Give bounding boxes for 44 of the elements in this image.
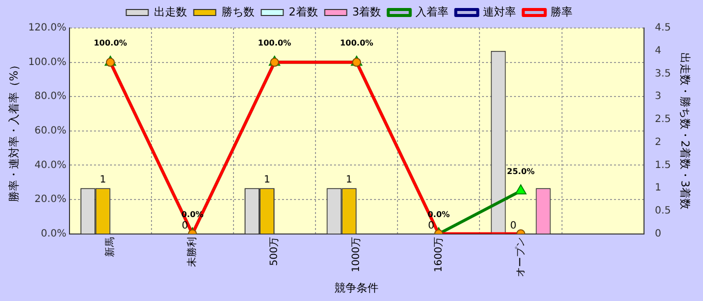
point xyxy=(515,184,526,194)
x-axis-title: 競争条件 xyxy=(334,281,379,294)
x-tick-label: 1600万 xyxy=(433,236,444,272)
x-tick-label: 新馬 xyxy=(104,236,116,257)
y2-tick-label: 2.5 xyxy=(654,114,671,126)
y-tick-label: 120.0% xyxy=(28,22,66,34)
y-tick-label: 80.0% xyxy=(34,91,66,102)
y2-tick-label: 1 xyxy=(654,182,662,194)
x-tick-label: 1000万 xyxy=(351,236,362,272)
data-label: 1 xyxy=(264,174,270,186)
legend-label: 連対率 xyxy=(483,5,516,18)
data-label: 1 xyxy=(100,174,106,186)
data-label: 1 xyxy=(346,174,352,186)
data-label: 100.0% xyxy=(94,38,128,48)
x-tick-label: オープン xyxy=(514,236,526,277)
y2-tick-label: 4 xyxy=(654,45,662,56)
y2-tick-label: 0 xyxy=(654,228,662,240)
legend-label: 勝率 xyxy=(550,5,573,18)
y-tick-label: 0.0% xyxy=(40,228,66,240)
legend-label: 2着数 xyxy=(288,5,318,18)
y2-tick-label: 1.5 xyxy=(654,160,671,171)
x-tick-label: 500万 xyxy=(269,236,280,266)
legend-label: 出走数 xyxy=(154,5,187,18)
data-label: 0 xyxy=(428,220,434,232)
y-axis-title: 勝率・連対率・入着率（%） xyxy=(7,60,20,202)
y2-tick-label: 0.5 xyxy=(654,206,671,217)
legend-label: 入着率 xyxy=(416,5,449,18)
data-label: 100.0% xyxy=(258,38,292,48)
y-tick-label: 60.0% xyxy=(34,125,66,136)
y2-tick-label: 3.5 xyxy=(654,68,671,80)
y2-tick-label: 4.5 xyxy=(654,22,671,34)
y2-tick-label: 3 xyxy=(654,91,662,102)
data-label: 25.0% xyxy=(506,167,535,176)
legend-label: 勝ち数 xyxy=(221,5,254,18)
x-tick-label: 未勝利 xyxy=(186,236,198,267)
y2-tick-label: 2 xyxy=(654,136,662,148)
y2-axis-title: 出走数・勝ち数・2着数・3着数 xyxy=(678,52,692,210)
data-label: 0 xyxy=(510,220,516,232)
y-tick-label: 20.0% xyxy=(34,194,66,206)
y-tick-label: 40.0% xyxy=(34,160,66,171)
data-label: 0 xyxy=(182,220,188,232)
legend-label: 3着数 xyxy=(352,5,382,18)
y-tick-label: 100.0% xyxy=(28,56,66,68)
data-label: 100.0% xyxy=(340,38,374,48)
